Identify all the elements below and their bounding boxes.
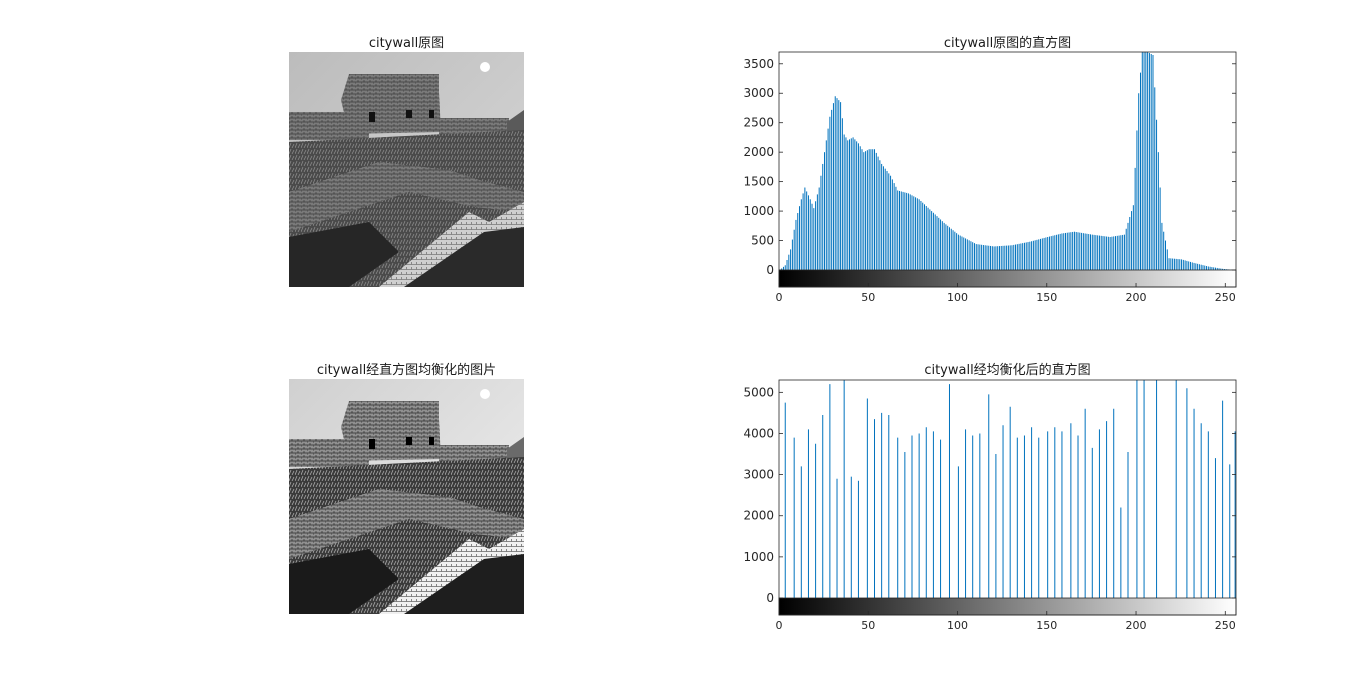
hist2-xtick-3: 150 — [1036, 619, 1057, 632]
hist1-ytick-2: 1000 — [743, 204, 774, 218]
hist1-xtick-1: 50 — [861, 291, 875, 304]
hist2-xtick-5: 250 — [1215, 619, 1236, 632]
hist1-xtick-5: 250 — [1215, 291, 1236, 304]
hist1-chart: 0 500 1000 1500 2000 2500 3000 3500 0 50 100 150 200… — [743, 51, 1237, 304]
hist1-colorbar — [778, 269, 1237, 288]
hist1-axes-box — [778, 51, 1237, 288]
hist1-title: citywall原图的直方图 — [943, 36, 1072, 51]
hist2-ytick-1: 1000 — [743, 550, 774, 564]
original-photo-graphic — [289, 52, 524, 287]
hist1-ytick-0: 0 — [766, 263, 774, 277]
hist2-colorbar — [778, 597, 1237, 616]
hist2-xtick-2: 100 — [947, 619, 968, 632]
hist2-xtick-0: 0 — [776, 619, 783, 632]
hist1-ytick-5: 2500 — [743, 116, 774, 130]
hist2-ytick-5: 5000 — [743, 385, 774, 399]
hist2-axes-box — [778, 379, 1237, 616]
hist2-xtick-4: 200 — [1126, 619, 1147, 632]
hist1-ytick-7: 3500 — [743, 57, 774, 71]
hist2-ytick-4: 4000 — [743, 426, 774, 440]
equalized-photo — [289, 379, 524, 614]
hist1-ytick-4: 2000 — [743, 145, 774, 159]
hist2-ytick-0: 0 — [766, 591, 774, 605]
original-photo — [289, 52, 524, 287]
hist1-ytick-3: 1500 — [743, 175, 774, 189]
hist2-chart: 0 1000 2000 3000 4000 5000 0 50 100 150 200 250 — [743, 379, 1237, 632]
hist1-xtick-4: 200 — [1126, 291, 1147, 304]
hist1-xtick-3: 150 — [1036, 291, 1057, 304]
hist2-xtick-1: 50 — [861, 619, 875, 632]
hist2-ytick-3: 3000 — [743, 468, 774, 482]
hist1-ytick-6: 3000 — [743, 86, 774, 100]
image1-title: citywall原图 — [368, 36, 445, 51]
hist2-title: citywall经均衡化后的直方图 — [924, 363, 1091, 378]
hist1-ytick-1: 500 — [751, 234, 774, 248]
equalized-photo-graphic — [289, 379, 524, 614]
hist1-xtick-0: 0 — [776, 291, 783, 304]
hist2-ytick-2: 2000 — [743, 509, 774, 523]
image2-title: citywall经直方图均衡化的图片 — [316, 363, 497, 378]
hist1-xtick-2: 100 — [947, 291, 968, 304]
